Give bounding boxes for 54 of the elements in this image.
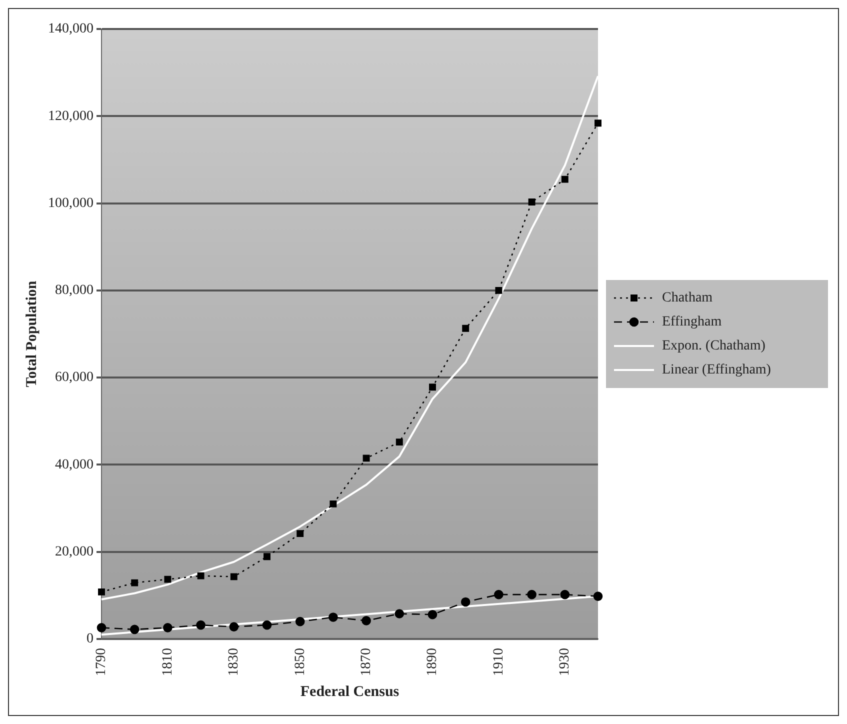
point — [528, 198, 536, 206]
point — [131, 579, 138, 586]
point — [560, 590, 570, 600]
y-tick-label: 100,000 — [48, 196, 94, 211]
y-tick-label: 60,000 — [55, 370, 94, 386]
x-tick-label: 1890 — [425, 648, 440, 676]
legend-label: Linear (Effingham) — [662, 362, 772, 378]
point — [494, 590, 504, 600]
point — [230, 573, 238, 580]
y-tick-label: 120,000 — [48, 108, 94, 124]
legend-label: Chatham — [662, 290, 713, 306]
point — [428, 610, 438, 620]
x-tick-label: 1870 — [358, 648, 374, 676]
point — [362, 454, 370, 462]
x-tick-label: 1910 — [491, 648, 506, 676]
x-tick-label: 1830 — [226, 648, 242, 676]
point — [593, 592, 603, 601]
y-tick-label: 0 — [86, 632, 94, 647]
point — [197, 572, 204, 580]
point — [229, 622, 239, 632]
point — [594, 120, 602, 127]
point — [296, 530, 304, 538]
point — [98, 588, 105, 596]
x-tick-label: 1790 — [94, 648, 110, 676]
y-tick-label: 20,000 — [55, 544, 94, 560]
y-tick-label: 80,000 — [55, 283, 94, 298]
point — [561, 176, 568, 183]
point — [429, 384, 436, 391]
point — [462, 324, 470, 332]
point — [527, 590, 536, 600]
point — [264, 553, 270, 560]
point — [295, 616, 305, 626]
point — [196, 620, 206, 630]
point — [330, 500, 337, 508]
point — [96, 623, 106, 632]
x-axis-title: Federal Census — [300, 684, 400, 700]
point — [130, 624, 140, 634]
y-tick-label: 40,000 — [55, 457, 94, 472]
point — [394, 609, 404, 618]
legend-label: Effingham — [662, 314, 722, 330]
point — [396, 438, 403, 446]
point — [163, 623, 172, 632]
y-axis-title: Total Population — [24, 280, 40, 388]
legend-label: Expon. (Chatham) — [662, 338, 766, 354]
point — [262, 620, 272, 630]
point — [328, 612, 338, 622]
point — [362, 616, 371, 626]
point — [164, 576, 172, 583]
x-tick-label: 1850 — [292, 648, 308, 676]
y-tick-label: 140,000 — [48, 22, 94, 37]
point — [460, 597, 470, 607]
point — [495, 286, 502, 294]
x-tick-label: 1810 — [160, 648, 176, 676]
x-tick-label: 1930 — [558, 648, 573, 676]
